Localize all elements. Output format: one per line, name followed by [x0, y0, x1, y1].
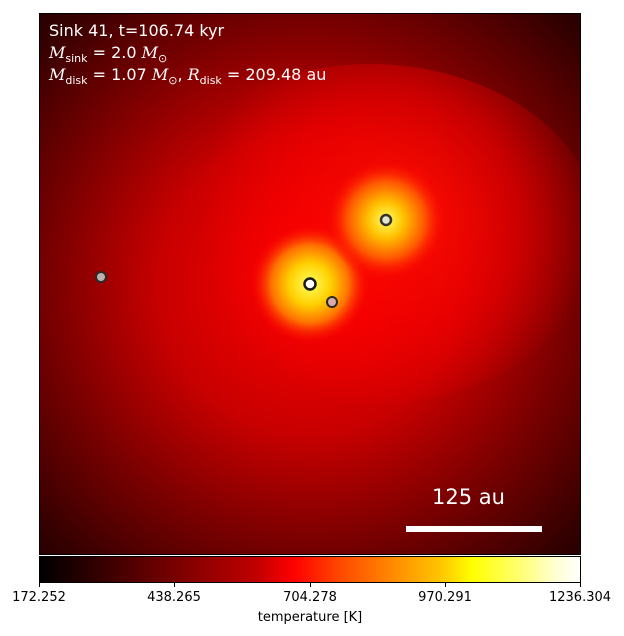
rdisk-symbol: R — [187, 65, 200, 84]
colorbar-tick — [580, 583, 581, 587]
rdisk-value: 209.48 — [245, 65, 302, 84]
sink-title: Sink 41, t=106.74 kyr — [49, 21, 225, 40]
sink-left-marker[interactable] — [95, 271, 107, 283]
sink-upper-right-marker[interactable] — [379, 213, 393, 227]
scale-bar — [406, 526, 542, 532]
msink-unit: M — [141, 43, 159, 62]
sink-mass-line: Msink = 2.0 M⊙ — [49, 43, 168, 66]
msink-symbol: M — [49, 43, 66, 62]
msink-sub: sink — [65, 52, 88, 66]
mdisk-unit-sub: ⊙ — [168, 74, 178, 88]
temperature-map — [39, 13, 581, 555]
colorbar-tick — [310, 583, 311, 587]
colorbar-tick-label: 704.278 — [283, 590, 337, 605]
colorbar-tick-label: 438.265 — [147, 590, 201, 605]
temperature-image — [40, 14, 580, 554]
colorbar — [39, 556, 581, 583]
mdisk-value: 1.07 — [111, 65, 147, 84]
mdisk-symbol: M — [49, 65, 66, 84]
msink-unit-sub: ⊙ — [158, 52, 168, 66]
mdisk-sub: disk — [65, 74, 88, 88]
rdisk-unit: au — [306, 65, 327, 84]
disk-line: Mdisk = 1.07 M⊙, Rdisk = 209.48 au — [49, 65, 327, 88]
colorbar-tick — [445, 583, 446, 587]
rdisk-sub: disk — [199, 74, 222, 88]
sink-markers — [95, 213, 393, 308]
sink-lower-right-marker[interactable] — [326, 296, 338, 308]
colorbar-tick-label: 1236.304 — [548, 590, 612, 605]
msink-value: 2.0 — [111, 43, 137, 62]
colorbar-tick — [174, 583, 175, 587]
mdisk-unit: M — [151, 65, 169, 84]
scale-bar-label: 125 au — [432, 485, 505, 509]
colorbar-tick-label: 970.291 — [418, 590, 472, 605]
colorbar-tick-label: 172.252 — [12, 590, 66, 605]
colorbar-label: temperature [K] — [257, 610, 363, 625]
colorbar-label-row: temperature [K] — [0, 610, 624, 625]
central-sink-marker[interactable] — [303, 277, 317, 291]
colorbar-tick — [39, 583, 40, 587]
